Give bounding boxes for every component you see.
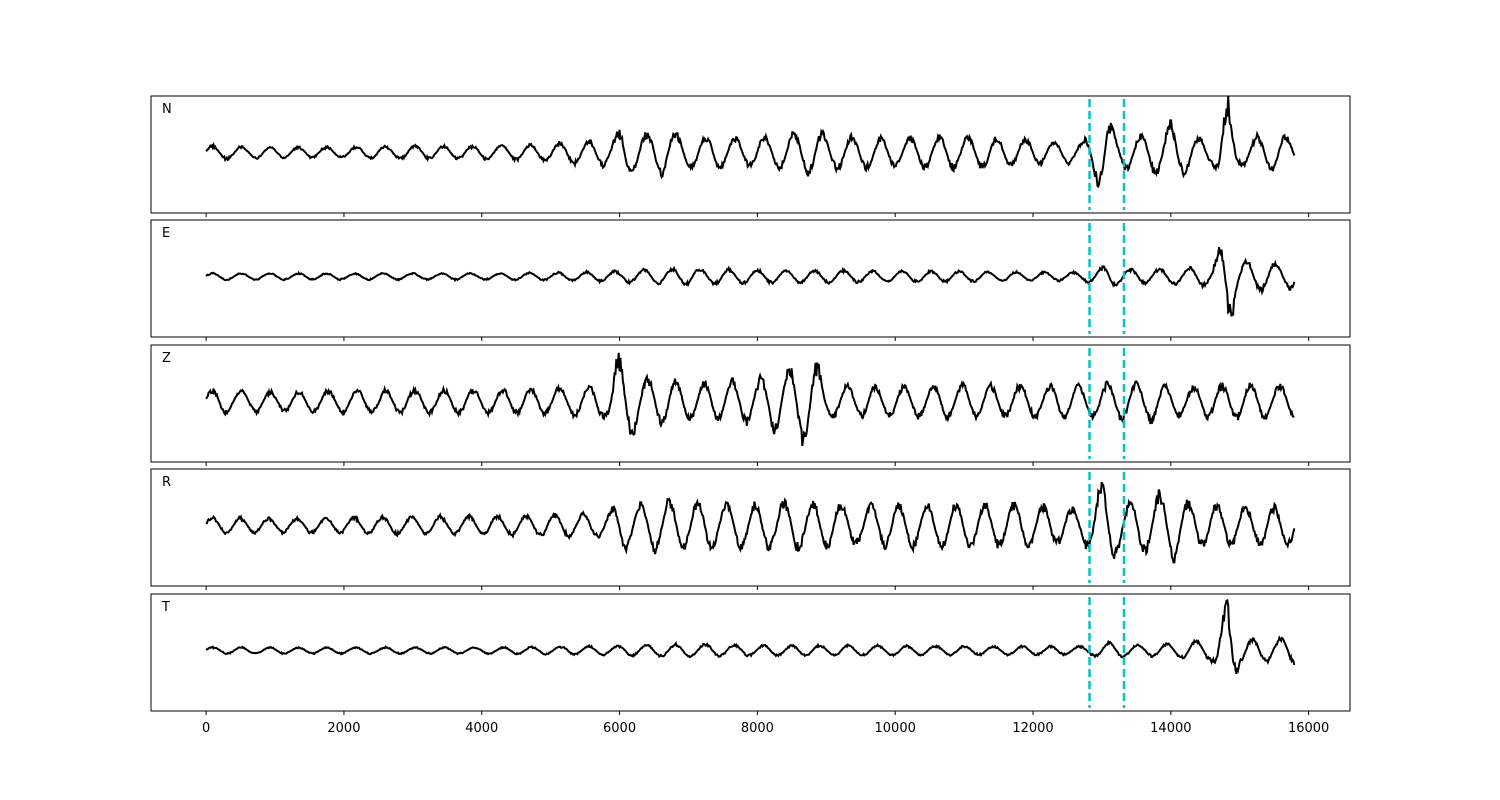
panel-label: R: [162, 475, 171, 490]
panel-e: E: [150, 219, 1351, 341]
x-tick-label: 6000: [603, 721, 636, 736]
axes-frame: [150, 468, 1351, 587]
axes-frame: [150, 95, 1351, 214]
x-tick-label: 12000: [1012, 721, 1053, 736]
waveform-line: [205, 95, 1296, 189]
waveform-line: [205, 352, 1295, 447]
panel-r: R: [150, 468, 1351, 590]
waveform-line: [205, 599, 1296, 675]
waveform-line: [205, 246, 1296, 317]
x-tick-label: 14000: [1150, 721, 1191, 736]
panel-label: N: [162, 102, 172, 117]
x-tick-label: 0: [202, 721, 210, 736]
panel-label: Z: [162, 351, 171, 366]
panel-n: N: [150, 95, 1351, 217]
axes-frame: [150, 344, 1351, 463]
x-tick-label: 8000: [741, 721, 774, 736]
panel-label: E: [162, 226, 170, 241]
panel-z: Z: [150, 344, 1351, 466]
x-tick-label: 10000: [875, 721, 916, 736]
x-tick-label: 4000: [465, 721, 498, 736]
x-tick-label: 2000: [327, 721, 360, 736]
waveform-line: [205, 481, 1296, 564]
axes-frame: [150, 593, 1351, 712]
axes-frame: [150, 219, 1351, 338]
panel-label: T: [161, 600, 170, 615]
x-tick-label: 16000: [1288, 721, 1329, 736]
panel-t: T: [150, 593, 1351, 715]
